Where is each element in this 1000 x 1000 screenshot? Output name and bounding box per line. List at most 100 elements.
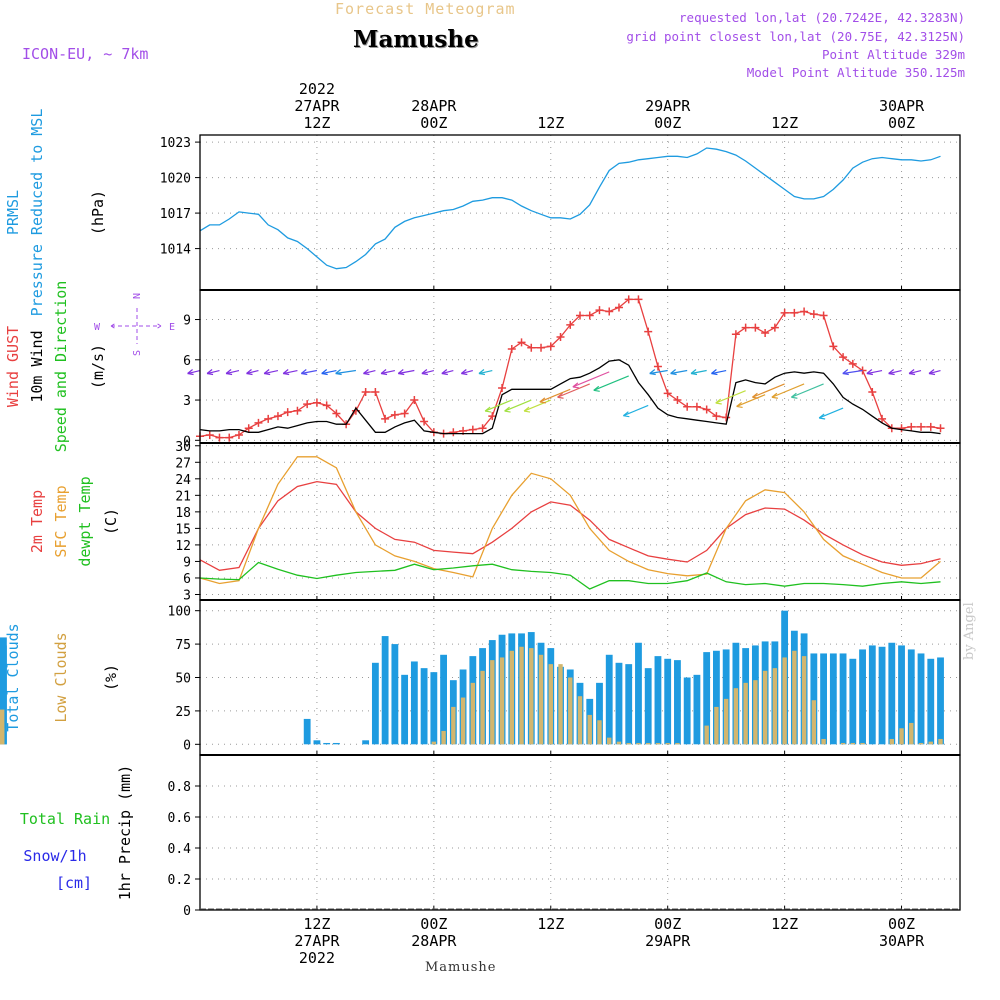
wind-arrow bbox=[321, 369, 337, 375]
time-label-top: 12Z bbox=[771, 114, 798, 132]
cloud-bar-total bbox=[313, 740, 321, 745]
time-label-bottom: 12Z bbox=[771, 915, 798, 933]
y-axis-label: 2m Temp bbox=[28, 490, 46, 553]
cloud-bar-low bbox=[918, 742, 924, 745]
gust-marker bbox=[624, 295, 633, 304]
cloud-bar-low bbox=[577, 696, 583, 745]
gust-marker bbox=[800, 307, 809, 316]
wind-arrow-head bbox=[335, 369, 342, 376]
gust-marker bbox=[576, 311, 584, 320]
gust-marker bbox=[517, 338, 526, 347]
cloud-bar-total bbox=[644, 668, 652, 745]
cloud-bar-total bbox=[371, 662, 379, 745]
gust-marker bbox=[488, 412, 497, 421]
wind-arrow-head bbox=[282, 369, 290, 376]
time-label-top: 00Z bbox=[654, 114, 681, 132]
time-label-bottom: 30APR bbox=[879, 932, 925, 950]
wind-arrow-head bbox=[593, 385, 600, 392]
cloud-bar-low bbox=[538, 654, 544, 745]
cloud-bar-total bbox=[430, 672, 438, 745]
wind-arrow bbox=[908, 369, 922, 375]
cloud-bar-low bbox=[441, 730, 446, 745]
wind-arrow-head bbox=[736, 401, 743, 409]
wind-arrow-head bbox=[300, 369, 308, 376]
gust-marker bbox=[264, 414, 273, 423]
y-axis-label: Low Clouds bbox=[52, 632, 70, 722]
cloud-bar-total bbox=[937, 657, 944, 745]
wind-arrow-head bbox=[321, 369, 328, 376]
wind-arrow-head bbox=[225, 369, 233, 376]
gust-marker bbox=[712, 412, 721, 421]
y-tick-label: 18 bbox=[175, 506, 191, 521]
gust-marker bbox=[683, 402, 692, 411]
wind-arrow bbox=[623, 404, 649, 417]
y-tick-label: 12 bbox=[175, 539, 191, 554]
gust-marker bbox=[556, 332, 565, 341]
cloud-bar-low bbox=[655, 742, 661, 745]
cloud-bar-total bbox=[722, 649, 730, 745]
cloud-bar-low bbox=[889, 738, 894, 745]
gust-marker bbox=[751, 323, 760, 332]
cloud-bar-low bbox=[529, 648, 534, 745]
time-label-bottom: 2022 bbox=[299, 949, 335, 967]
chart-title: Forecast Meteogram bbox=[335, 0, 516, 18]
wind-arrow bbox=[670, 369, 688, 375]
time-label-top: 2022 bbox=[299, 80, 335, 98]
cloud-bar-low bbox=[607, 737, 612, 745]
wind-arrow bbox=[752, 383, 785, 398]
wind-arrow bbox=[187, 369, 201, 375]
time-label-bottom: 12Z bbox=[303, 915, 330, 933]
wind-arrow-head bbox=[441, 369, 448, 376]
panel-precip: 0 0.2 0.4 0.6 0.8 1hr Precip (mm) Total Rain Sn… bbox=[20, 754, 961, 919]
wind-arrow-head bbox=[380, 369, 388, 376]
cloud-bar-low bbox=[762, 670, 768, 745]
gust-marker bbox=[585, 311, 594, 320]
gust-marker bbox=[692, 402, 701, 411]
legend-snow-unit: [cm] bbox=[56, 874, 92, 892]
cloud-bar-total bbox=[664, 658, 672, 745]
gust-marker bbox=[614, 303, 623, 312]
cloud-bar-low bbox=[460, 697, 466, 745]
cloud-bar-low bbox=[743, 682, 748, 745]
cloud-bar-total bbox=[391, 644, 399, 745]
compass-n: N bbox=[132, 293, 143, 299]
cloud-bar-total bbox=[693, 674, 701, 745]
y-tick-label: 24 bbox=[175, 473, 191, 488]
y-tick-label: 50 bbox=[175, 672, 191, 687]
y-axis-label: (m/s) bbox=[89, 344, 107, 389]
y-tick-label: 0.8 bbox=[168, 780, 191, 795]
y-tick-label: 75 bbox=[175, 638, 191, 653]
wind-arrow-head bbox=[649, 369, 656, 376]
gust-marker bbox=[595, 306, 604, 315]
cloud-bar-total bbox=[888, 642, 896, 745]
cloud-bar-total bbox=[917, 653, 925, 745]
wind-arrow-head bbox=[539, 397, 546, 404]
cloud-bar-low bbox=[714, 706, 719, 745]
gust-marker bbox=[215, 433, 224, 442]
cloud-bar-low bbox=[782, 657, 787, 745]
wind-arrow bbox=[478, 369, 493, 375]
cloud-bar-total bbox=[829, 653, 837, 745]
y-axis-label: (hPa) bbox=[89, 190, 107, 235]
wind-arrow-head bbox=[928, 369, 936, 376]
wind-arrow-head bbox=[484, 406, 492, 413]
time-label-bottom: 00Z bbox=[888, 915, 915, 933]
gust-marker bbox=[653, 362, 662, 371]
gust-marker bbox=[829, 342, 838, 351]
cloud-bar-total bbox=[683, 677, 691, 745]
gust-marker bbox=[790, 308, 799, 317]
cloud-bar-total bbox=[878, 646, 886, 745]
gust-marker bbox=[897, 424, 906, 433]
cloud-bar-low bbox=[821, 738, 826, 745]
gust-marker bbox=[254, 418, 263, 427]
y-axis-label: PRMSL bbox=[4, 190, 22, 235]
wind-arrow bbox=[557, 383, 590, 398]
panel-wind: 0 3 6 9 Wind GUST 10m Wind Speed and Direction… bbox=[4, 281, 961, 452]
wind-arrow-head bbox=[818, 413, 826, 420]
cloud-bar-low bbox=[704, 725, 709, 745]
wind-arrow bbox=[441, 369, 454, 375]
cloud-bar-total bbox=[615, 662, 623, 745]
wind-arrow-head bbox=[715, 398, 722, 405]
cloud-bar-low bbox=[753, 680, 758, 745]
